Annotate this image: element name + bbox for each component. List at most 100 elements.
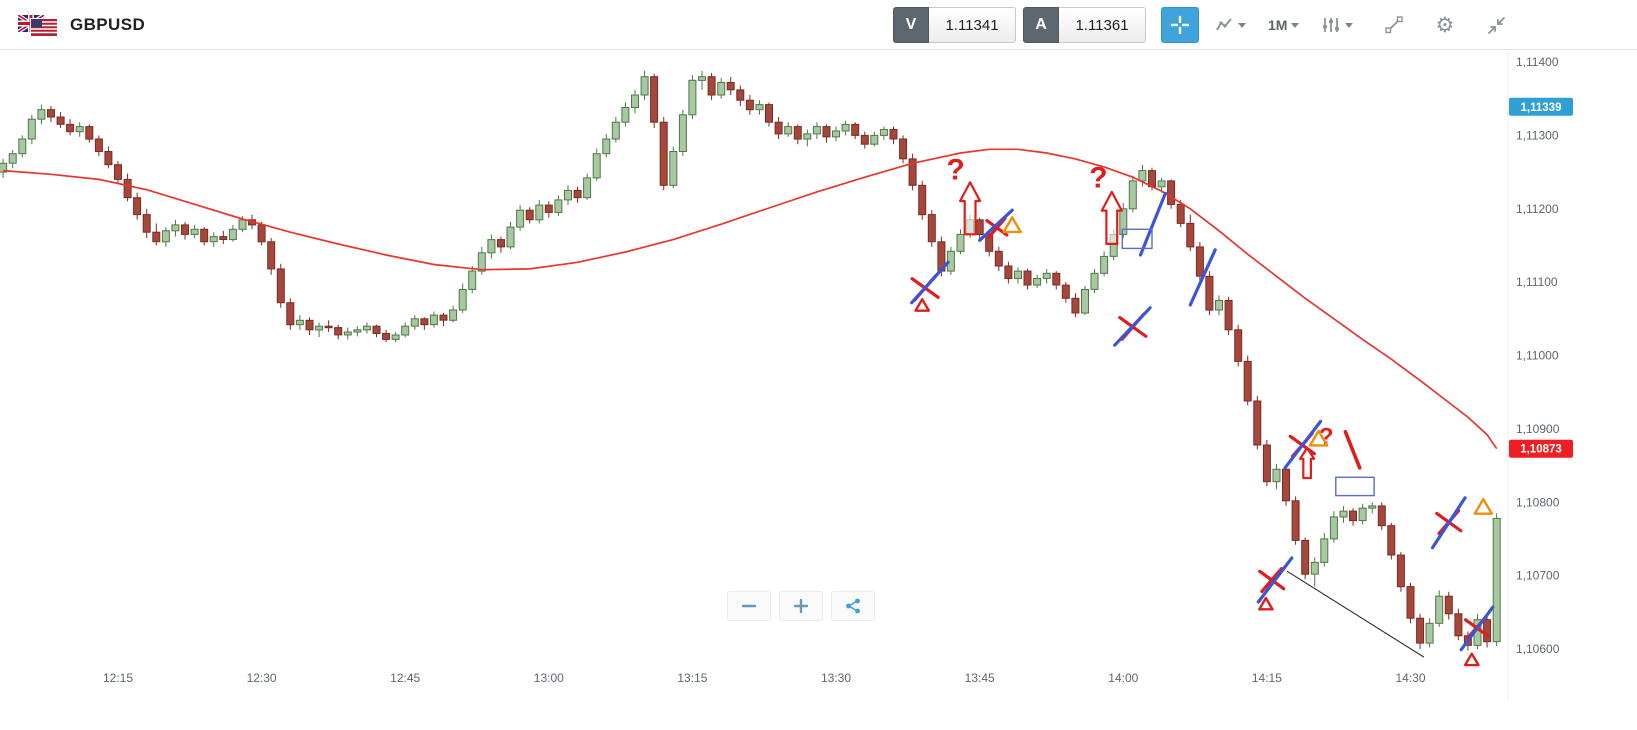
us-flag-icon [31, 19, 57, 36]
candle [592, 148, 601, 181]
drawing-tools-button[interactable] [1378, 7, 1410, 43]
candle [535, 199, 544, 224]
symbol-header: GBPUSD [18, 0, 145, 50]
candle [793, 124, 802, 145]
sell-price-value[interactable]: 1.11341 [929, 7, 1016, 43]
annotation-blue-segment [1459, 605, 1495, 652]
candle-body [621, 107, 630, 123]
candle [774, 117, 783, 139]
candle-body [1406, 586, 1415, 619]
candle [286, 298, 295, 330]
candle [439, 312, 448, 327]
symbol-flags [18, 12, 60, 38]
candle [573, 186, 582, 203]
candle-body [1205, 275, 1214, 311]
candle [1262, 439, 1271, 487]
candle-body [37, 109, 46, 120]
candle [487, 234, 496, 259]
candle [8, 150, 17, 169]
candle-body [870, 134, 879, 145]
candle [784, 122, 793, 137]
candle-body [114, 164, 122, 180]
candle-body [755, 104, 764, 111]
candle-body [1081, 289, 1089, 314]
candle [516, 205, 525, 231]
candle-body [477, 252, 486, 272]
candle [0, 158, 8, 178]
candle [1023, 268, 1032, 290]
buy-button[interactable]: A [1023, 7, 1059, 43]
price-axis[interactable]: 1,11400 1,11300 1,11200 1,11100 1,11000 1,109… [1516, 55, 1560, 656]
candle-body [889, 129, 898, 140]
candle [621, 102, 630, 127]
candle [477, 246, 486, 275]
candle [1329, 511, 1338, 543]
candle [334, 324, 343, 340]
annotation-blue-segment [1188, 248, 1217, 307]
candle-body [688, 79, 697, 116]
zoom-in-button[interactable] [779, 591, 823, 621]
candle-body [1301, 539, 1310, 575]
collapse-chart-button[interactable] [1479, 7, 1514, 43]
candle-body [190, 228, 199, 235]
candle [602, 133, 611, 158]
candle [707, 73, 716, 101]
candle-body [1061, 284, 1070, 299]
candle [506, 222, 515, 250]
candle-body [554, 199, 563, 213]
candle-body [1358, 507, 1367, 522]
plus-icon [793, 598, 809, 614]
time-axis[interactable]: 12:15 12:30 12:45 13:00 13:15 13:30 13:45 14:00… [103, 671, 1426, 685]
candle [1033, 274, 1042, 288]
chevron-down-icon [1291, 22, 1300, 28]
settings-button[interactable]: ⚙ [1428, 7, 1461, 43]
candle [267, 238, 276, 275]
candle [219, 230, 228, 244]
timeframe-button[interactable]: 1M [1261, 7, 1306, 43]
y-axis-label: 1,11400 [1516, 55, 1559, 69]
sell-button[interactable]: V [893, 7, 929, 43]
candle-body [918, 184, 927, 216]
candle [554, 195, 563, 217]
annotation-blue-segment [1138, 191, 1168, 257]
candle-body [8, 153, 17, 164]
candle [1100, 251, 1109, 277]
candle [525, 207, 534, 224]
chart-type-button[interactable] [1208, 7, 1253, 43]
candle [1042, 268, 1051, 284]
crosshair-button[interactable] [1161, 7, 1199, 43]
candle-body [774, 121, 783, 135]
candle-body [650, 76, 659, 123]
line-chart-icon [1216, 18, 1232, 31]
candle-body [391, 334, 400, 340]
candle-body [75, 126, 84, 133]
candle [18, 135, 27, 158]
candle [1052, 271, 1061, 290]
trendline-tool-icon [1385, 16, 1404, 34]
zoom-out-button[interactable] [727, 591, 771, 621]
candle [1186, 214, 1195, 252]
candle-body [1349, 510, 1357, 522]
candle [152, 223, 161, 246]
candle [1195, 241, 1204, 281]
y-axis-label: 1,11200 [1516, 202, 1559, 216]
candle [382, 329, 391, 343]
candle-body [1483, 619, 1492, 643]
share-button[interactable] [831, 591, 875, 621]
share-icon [846, 598, 860, 614]
indicators-button[interactable] [1314, 7, 1360, 43]
candle-body [1148, 170, 1156, 188]
annotation-blue-segment [910, 260, 950, 305]
candle-body [1128, 180, 1137, 210]
x-axis-label: 14:00 [1108, 671, 1138, 685]
candle [994, 246, 1003, 272]
candle [458, 283, 467, 313]
candle-body [286, 302, 295, 326]
candle-body [822, 126, 831, 138]
buy-price-value[interactable]: 1.11361 [1059, 7, 1146, 43]
candle-body [745, 99, 754, 111]
candle-body [803, 133, 812, 140]
moving-average-line [3, 148, 1498, 450]
candle-body [209, 236, 218, 243]
